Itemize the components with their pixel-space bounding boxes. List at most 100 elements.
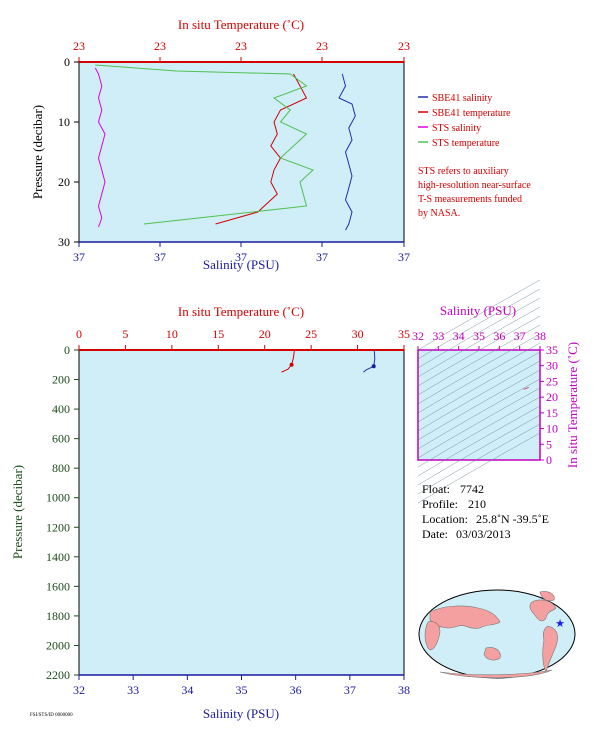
note-line-3: T-S measurements funded <box>418 194 522 205</box>
ts-density-contour <box>417 306 541 378</box>
map-greenland <box>539 591 555 602</box>
ts-salinity-tick-label: 36 <box>493 329 505 343</box>
profile-pressure-tick-label: 1800 <box>46 609 70 623</box>
legend-sts-salinity: STS salinity <box>432 123 481 134</box>
date-label: Date: <box>422 527 448 541</box>
profile-plot-area <box>78 349 405 676</box>
ts-salinity-tick-label: 32 <box>412 329 424 343</box>
ts-density-contour <box>417 297 541 369</box>
top-pressure-tick-label: 10 <box>58 115 70 129</box>
ts-plot-area <box>417 349 541 461</box>
top-salinity-tick-label: 37 <box>235 250 247 264</box>
profile-pressure-axis-label: Pressure (decibar) <box>10 465 25 559</box>
top-salinity-axis-label: Salinity (PSU) <box>203 257 279 272</box>
note-line-1: STS refers to auxiliary <box>418 166 509 177</box>
profile-pressure-tick-label: 1600 <box>46 579 70 593</box>
world-map: ★ <box>418 589 576 679</box>
top-temp-tick-label: 23 <box>154 39 166 53</box>
date-value: 03/03/2013 <box>456 527 511 541</box>
top-salinity-tick-label: 37 <box>316 250 328 264</box>
sts-note: STS refers to auxiliary high-resolution … <box>418 166 531 219</box>
ts-salinity-tick-label: 33 <box>432 329 444 343</box>
ts-density-contour <box>417 315 541 387</box>
ts-density-contour <box>417 423 541 495</box>
profile-pressure-tick-label: 0 <box>64 343 70 357</box>
profile-panel: 0 5 10 15 20 25 30 35 32 33 34 35 36 37 38 0 200 400 600 80… <box>10 304 410 721</box>
ts-temp-tick-label: 35 <box>546 343 558 357</box>
profile-salinity-axis-label: Salinity (PSU) <box>203 706 279 721</box>
ts-density-contour <box>417 324 541 396</box>
profile-temp-tick-label: 25 <box>305 327 317 341</box>
float-value: 7742 <box>460 482 484 496</box>
map-australia <box>483 647 501 661</box>
ts-salinity-tick-label: 38 <box>534 329 546 343</box>
profile-pressure-tick-label: 200 <box>52 373 70 387</box>
ts-density-contour <box>417 432 541 504</box>
profile-salinity-tick-label: 37 <box>344 683 356 697</box>
top-ticks-group: 23 23 23 23 23 37 37 37 37 37 0 10 20 30 <box>58 39 410 264</box>
top-panel: 23 23 23 23 23 37 37 37 37 37 0 10 20 30 In situ Temp… <box>30 17 531 272</box>
ts-density-contour <box>417 351 541 423</box>
location-label: Location: <box>422 512 468 526</box>
top-plot-area <box>78 61 405 243</box>
legend-sbe41-temperature: SBE41 temperature <box>432 108 511 119</box>
ts-salinity-tick-label: 34 <box>453 329 465 343</box>
top-pressure-tick-label: 0 <box>64 55 70 69</box>
float-info: Float: 7742 Profile: 210 Location: 25.8˚… <box>422 482 549 541</box>
profile-series-group <box>281 349 376 373</box>
float-location-star-icon: ★ <box>555 618 565 630</box>
ts-density-contour <box>417 369 541 441</box>
profile-pressure-tick-label: 800 <box>52 461 70 475</box>
profile-pressure-tick-label: 1400 <box>46 550 70 564</box>
profile-pressure-tick-label: 400 <box>52 402 70 416</box>
note-line-4: by NASA. <box>418 208 460 219</box>
profile-label: Profile: <box>422 497 458 511</box>
ts-salinity-axis-label: Salinity (PSU) <box>440 303 516 318</box>
profile-value: 210 <box>468 497 486 511</box>
top-series-group <box>94 64 356 231</box>
top-series-sbe41-temperature <box>215 73 308 225</box>
legend-sbe41-salinity: SBE41 salinity <box>432 93 492 104</box>
profile-temp-tick-label: 20 <box>259 327 271 341</box>
profile-salinity-tick-label: 32 <box>73 683 85 697</box>
profile-temperature-marker <box>289 362 294 367</box>
ts-profile-line <box>523 386 530 390</box>
profile-temp-tick-label: 0 <box>76 327 82 341</box>
legend: SBE41 salinity SBE41 temperature STS sal… <box>418 93 511 149</box>
ts-temp-tick-label: 5 <box>546 437 552 451</box>
ts-density-contour <box>417 342 541 414</box>
float-label: Float: <box>422 482 450 496</box>
profile-pressure-tick-label: 1000 <box>46 491 70 505</box>
profile-temp-tick-label: 15 <box>212 327 224 341</box>
profile-salinity-tick-label: 33 <box>127 683 139 697</box>
top-temp-tick-label: 23 <box>316 39 328 53</box>
profile-temp-tick-label: 35 <box>398 327 410 341</box>
top-salinity-tick-label: 37 <box>398 250 410 264</box>
profile-temp-tick-label: 10 <box>166 327 178 341</box>
profile-salinity-marker <box>371 364 376 369</box>
ts-density-contour <box>417 414 541 486</box>
profile-ticks-group: 0 5 10 15 20 25 30 35 32 33 34 35 36 37 38 0 200 400 600 80… <box>46 327 410 697</box>
ts-density-contour <box>417 360 541 432</box>
ts-salinity-tick-label: 35 <box>473 329 485 343</box>
top-series-sts-salinity <box>94 67 106 228</box>
map-antarctica <box>439 669 553 679</box>
top-salinity-tick-label: 37 <box>73 250 85 264</box>
ts-salinity-tick-label: 37 <box>514 329 526 343</box>
ts-density-contour <box>417 396 541 468</box>
ts-temp-axis-label: In situ Temperature (˚C) <box>565 342 580 468</box>
top-temp-tick-label: 23 <box>398 39 410 53</box>
ts-temp-tick-label: 0 <box>546 453 552 467</box>
top-series-sbe41-salinity <box>338 73 356 231</box>
top-temp-tick-label: 23 <box>73 39 85 53</box>
ts-temp-tick-label: 15 <box>546 406 558 420</box>
profile-temp-tick-label: 30 <box>352 327 364 341</box>
ts-density-contour <box>417 405 541 477</box>
top-pressure-axis-label: Pressure (decibar) <box>30 105 45 199</box>
profile-salinity-tick-label: 34 <box>181 683 193 697</box>
profile-temp-tick-label: 5 <box>122 327 128 341</box>
ts-temp-tick-label: 30 <box>546 359 558 373</box>
ts-temp-tick-label: 20 <box>546 390 558 404</box>
